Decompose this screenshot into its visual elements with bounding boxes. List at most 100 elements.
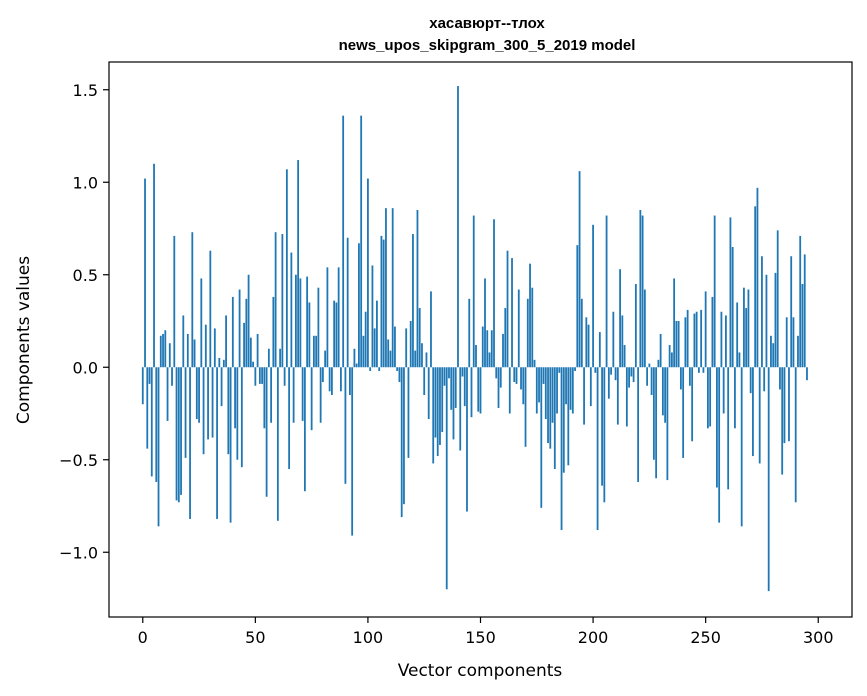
bar [319,367,322,423]
bar [335,302,338,368]
bar [794,367,797,503]
bar [301,367,304,421]
bar [144,178,146,368]
bar [353,348,356,368]
bar [628,367,630,388]
bar [315,335,318,368]
bar [150,367,153,477]
bar [441,367,444,432]
bar [698,367,700,373]
bar [688,367,691,386]
bar [488,352,491,368]
bar [457,86,459,368]
bar [331,367,333,395]
bar [261,367,263,384]
bar [159,335,162,368]
bar [580,298,583,368]
bar [310,367,313,431]
bar [616,367,619,425]
bar [171,367,173,386]
bar [718,367,721,523]
bar [601,367,603,486]
bar [567,367,570,466]
bar [513,367,516,383]
bar [173,235,176,368]
bar [342,115,345,368]
bar [378,367,381,371]
bar [407,367,410,458]
bar [204,324,207,368]
bar [236,367,239,460]
x-tick-label: 200 [578,628,609,647]
bar [351,367,354,536]
bar [394,326,396,368]
bar [650,367,653,395]
bar [612,311,615,368]
bar [734,367,736,429]
bar [740,367,743,527]
bar [589,367,592,407]
bar [707,367,709,429]
bar [736,302,739,368]
y-tick-label: 1.0 [73,173,98,192]
bar [263,367,266,429]
bar [148,367,151,384]
bar-series [141,86,808,592]
bar [312,335,315,368]
bar [538,367,540,403]
bar [511,258,513,368]
bar [317,287,320,368]
bar [276,367,279,521]
bar [184,367,187,458]
bar [679,367,682,390]
bar [702,367,705,373]
y-tick-label: −0.5 [59,451,98,470]
bar [691,367,694,442]
bar [479,367,482,414]
bar [770,335,772,368]
bar [425,352,428,368]
bar [558,367,561,373]
bar [326,267,329,368]
y-tick-label: 0.0 [73,358,98,377]
bar [432,367,435,464]
bar [801,284,804,368]
bar [146,367,149,449]
x-axis-label: Vector components [398,661,563,681]
bar [515,367,518,384]
bar [634,284,637,368]
bar [267,348,270,368]
bar [162,333,164,368]
bar [785,317,788,368]
bar [625,367,628,427]
bar [466,367,468,512]
bar [198,367,200,423]
bar [177,367,180,503]
bar [585,317,588,368]
bar [306,276,309,368]
bar [445,367,448,590]
bar [421,343,423,368]
bar [279,348,282,368]
bar [256,333,259,368]
bar [587,324,590,368]
bar [459,367,462,451]
bar [661,367,664,416]
bar [270,367,273,423]
x-tick-label: 300 [803,628,834,647]
bar [362,335,365,368]
bar [333,300,336,368]
x-tick-label: 150 [465,628,496,647]
bar [243,322,245,368]
bar [477,367,480,412]
bar [252,361,254,368]
bar [556,367,558,414]
bar [731,247,734,368]
bar [141,367,144,405]
bar [380,235,383,368]
bar [265,367,268,497]
bar [592,224,594,368]
bar [806,367,808,381]
y-axis-label: Components values [14,256,34,424]
bar [213,328,216,368]
